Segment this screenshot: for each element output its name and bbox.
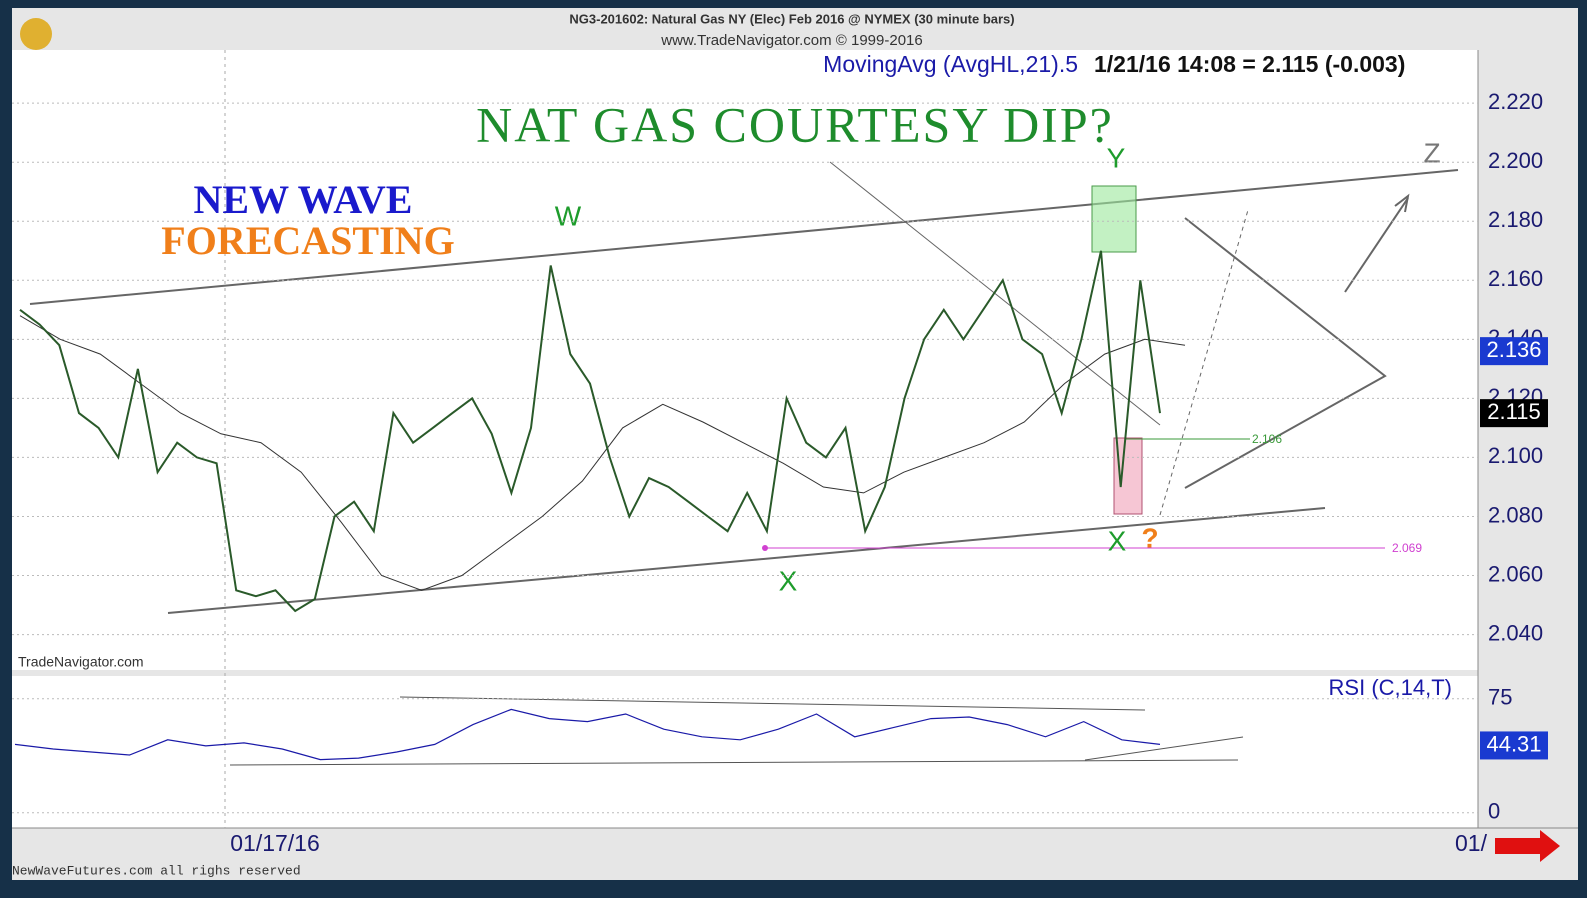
y-tick-label: 2.220 <box>1488 89 1543 114</box>
level-label: 2.069 <box>1392 541 1422 555</box>
y-tick-label: 2.100 <box>1488 443 1543 468</box>
y-tick-label: 0 <box>1488 799 1500 824</box>
headline: NAT GAS COURTESY DIP? <box>476 96 1114 152</box>
scroll-arrow[interactable] <box>1495 830 1560 862</box>
x-tick-label: 01/17/16 <box>230 830 320 856</box>
value-tag-label: 44.31 <box>1486 731 1541 756</box>
x-tick-label: 01/ <box>1455 830 1488 856</box>
value-tag <box>1480 337 1548 366</box>
wave-label: Z <box>1423 137 1440 168</box>
logo-text: FORECASTING <box>161 218 454 263</box>
wave-label: Y <box>1107 142 1126 173</box>
value-tag-label: 2.136 <box>1486 337 1541 362</box>
indicator-label: MovingAvg (AvgHL,21).5 <box>823 51 1078 77</box>
y-tick-label: 2.040 <box>1488 620 1543 645</box>
value-tag-label: 2.115 <box>1487 399 1540 424</box>
rsi-label: RSI (C,14,T) <box>1329 675 1452 700</box>
value-tag <box>1480 731 1548 760</box>
y-tick-label: 75 <box>1488 685 1512 710</box>
rsi-panel <box>12 676 1478 828</box>
footer: NewWaveFutures.com all righs reserved <box>12 863 301 878</box>
highlight-box <box>1091 185 1137 253</box>
price-line <box>19 250 1161 613</box>
rsi-line <box>14 708 1161 761</box>
level-dot <box>762 545 768 551</box>
logo-icon <box>20 18 52 50</box>
y-tick-label: 2.160 <box>1488 266 1543 291</box>
logo-text: NEW WAVE <box>194 177 413 222</box>
rsi-trend-lines <box>229 696 1244 766</box>
chart-title: NG3-201602: Natural Gas NY (Elec) Feb 20… <box>569 11 1014 26</box>
level-label: 2.106 <box>1252 432 1282 446</box>
wave-label: W <box>555 200 582 231</box>
y-tick-label: 2.200 <box>1488 148 1543 173</box>
moving-average <box>19 315 1186 591</box>
y-tick-label: 2.060 <box>1488 561 1543 586</box>
wave-label: X <box>779 565 798 596</box>
watermark: TradeNavigator.com <box>18 654 144 670</box>
price-panel <box>12 50 1478 670</box>
wave-label: X <box>1108 525 1127 556</box>
wave-label: ? <box>1141 522 1158 553</box>
subtitle: www.TradeNavigator.com © 1999-2016 <box>660 32 922 49</box>
quote-label: 1/21/16 14:08 = 2.115 (-0.003) <box>1094 51 1405 77</box>
y-tick-label: 2.080 <box>1488 502 1543 527</box>
y-tick-label: 2.180 <box>1488 207 1543 232</box>
value-tag <box>1480 399 1548 428</box>
